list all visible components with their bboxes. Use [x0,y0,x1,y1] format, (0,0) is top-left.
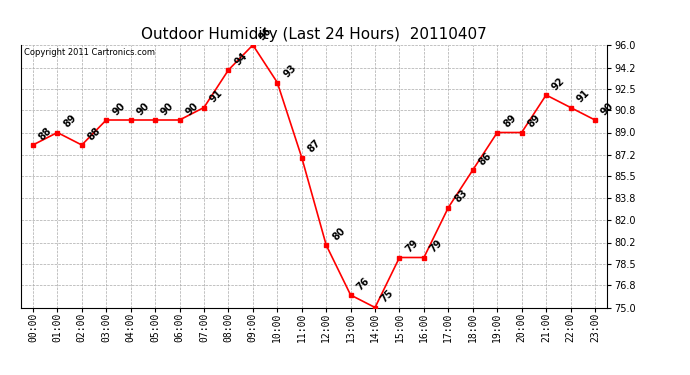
Text: 93: 93 [282,63,298,80]
Text: 90: 90 [159,100,176,117]
Text: 90: 90 [184,100,200,117]
Title: Outdoor Humidity (Last 24 Hours)  20110407: Outdoor Humidity (Last 24 Hours) 2011040… [141,27,487,42]
Text: Copyright 2011 Cartronics.com: Copyright 2011 Cartronics.com [23,48,155,57]
Text: 86: 86 [477,150,493,167]
Text: 88: 88 [37,125,54,142]
Text: 91: 91 [208,88,225,105]
Text: 89: 89 [61,113,78,130]
Text: 89: 89 [502,113,518,130]
Text: 90: 90 [110,100,127,117]
Text: 87: 87 [306,138,323,155]
Text: 83: 83 [453,188,469,205]
Text: 91: 91 [575,88,591,105]
Text: 92: 92 [550,76,567,92]
Text: 80: 80 [331,225,347,242]
Text: 79: 79 [428,238,444,255]
Text: 96: 96 [257,26,274,42]
Text: 90: 90 [599,100,615,117]
Text: 90: 90 [135,100,151,117]
Text: 88: 88 [86,125,103,142]
Text: 75: 75 [380,288,396,305]
Text: 79: 79 [404,238,420,255]
Text: 94: 94 [233,51,249,67]
Text: 89: 89 [526,113,542,130]
Text: 76: 76 [355,276,371,292]
